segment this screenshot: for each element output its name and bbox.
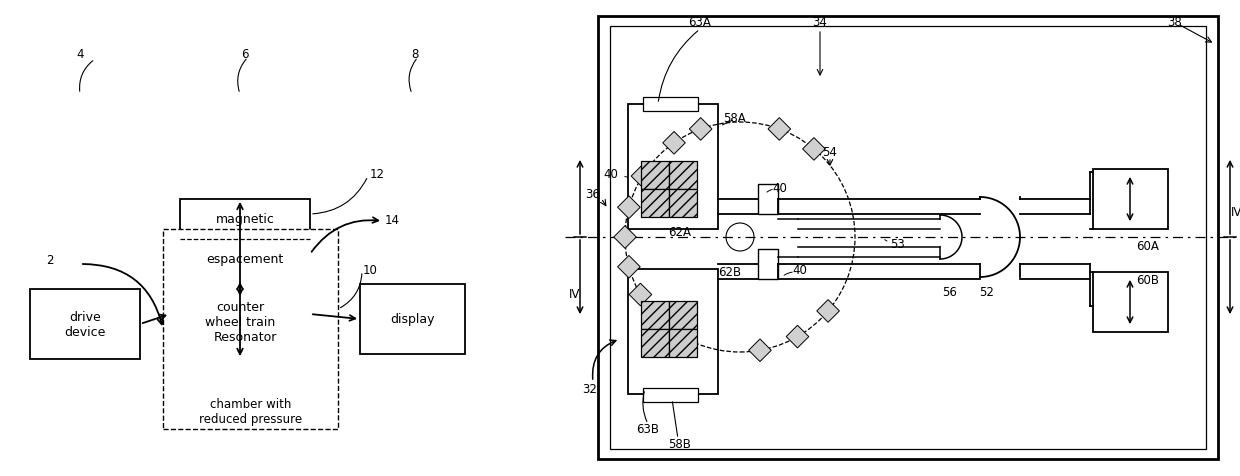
Bar — [670, 329, 697, 357]
Bar — [610, 27, 1207, 449]
Text: 8: 8 — [412, 49, 419, 61]
Text: 62B: 62B — [718, 265, 742, 278]
Text: 2: 2 — [46, 253, 53, 266]
Text: 56: 56 — [942, 286, 957, 299]
Text: 54: 54 — [822, 145, 837, 158]
Text: 4: 4 — [76, 49, 84, 61]
Bar — [598, 17, 1218, 459]
Bar — [627, 269, 718, 394]
Bar — [180, 239, 310, 279]
Bar — [802, 139, 826, 161]
Text: 6: 6 — [242, 49, 249, 61]
Text: 12: 12 — [370, 168, 384, 181]
Bar — [180, 299, 310, 374]
Text: 14: 14 — [384, 213, 401, 226]
Bar — [670, 162, 697, 189]
Bar — [30, 289, 140, 359]
Bar — [641, 162, 670, 189]
Bar — [618, 197, 640, 219]
Text: magnetic: magnetic — [216, 213, 274, 226]
Bar — [629, 284, 652, 306]
Text: 40: 40 — [792, 263, 807, 276]
Text: 63A: 63A — [688, 15, 712, 29]
Bar — [689, 119, 712, 141]
Text: 63B: 63B — [636, 423, 660, 436]
Bar — [180, 199, 310, 239]
Text: 60A: 60A — [1137, 240, 1159, 253]
Bar — [641, 301, 670, 329]
Bar — [627, 105, 718, 229]
Text: Resonator: Resonator — [213, 330, 277, 343]
Bar — [662, 132, 686, 155]
Bar — [1092, 169, 1168, 229]
Bar — [644, 98, 698, 112]
Bar — [631, 165, 653, 188]
Bar — [641, 329, 670, 357]
Bar — [644, 388, 698, 402]
Bar — [758, 249, 777, 279]
Bar — [1092, 272, 1168, 332]
Text: 60B: 60B — [1137, 273, 1159, 286]
Text: 53: 53 — [890, 238, 905, 251]
Text: 36: 36 — [585, 188, 600, 201]
Text: 32: 32 — [583, 383, 598, 396]
Text: IV: IV — [569, 288, 580, 301]
Text: counter
wheel train: counter wheel train — [205, 300, 275, 328]
Bar — [170, 269, 310, 359]
Text: IV: IV — [1231, 205, 1240, 218]
Text: 58B: 58B — [668, 437, 692, 451]
Text: 40: 40 — [773, 181, 787, 194]
Bar — [670, 301, 697, 329]
Text: drive
device: drive device — [64, 310, 105, 338]
Bar — [786, 326, 808, 348]
Text: 38: 38 — [1168, 15, 1183, 29]
Text: display: display — [391, 313, 435, 326]
Text: 10: 10 — [363, 263, 378, 276]
Text: 58A: 58A — [723, 111, 745, 124]
Bar — [360, 284, 465, 354]
Bar — [758, 185, 777, 215]
Bar — [768, 119, 791, 141]
Bar — [614, 226, 636, 249]
Text: 62A: 62A — [668, 226, 692, 239]
Text: 40: 40 — [603, 168, 618, 181]
Text: 52: 52 — [980, 286, 994, 299]
Bar — [817, 300, 839, 323]
Bar — [618, 256, 640, 278]
Text: chamber with
reduced pressure: chamber with reduced pressure — [198, 397, 303, 425]
Text: 34: 34 — [812, 15, 827, 29]
Text: espacement: espacement — [206, 253, 284, 266]
Bar — [641, 189, 670, 218]
Bar — [670, 189, 697, 218]
Bar — [749, 339, 771, 362]
Bar — [162, 229, 339, 429]
